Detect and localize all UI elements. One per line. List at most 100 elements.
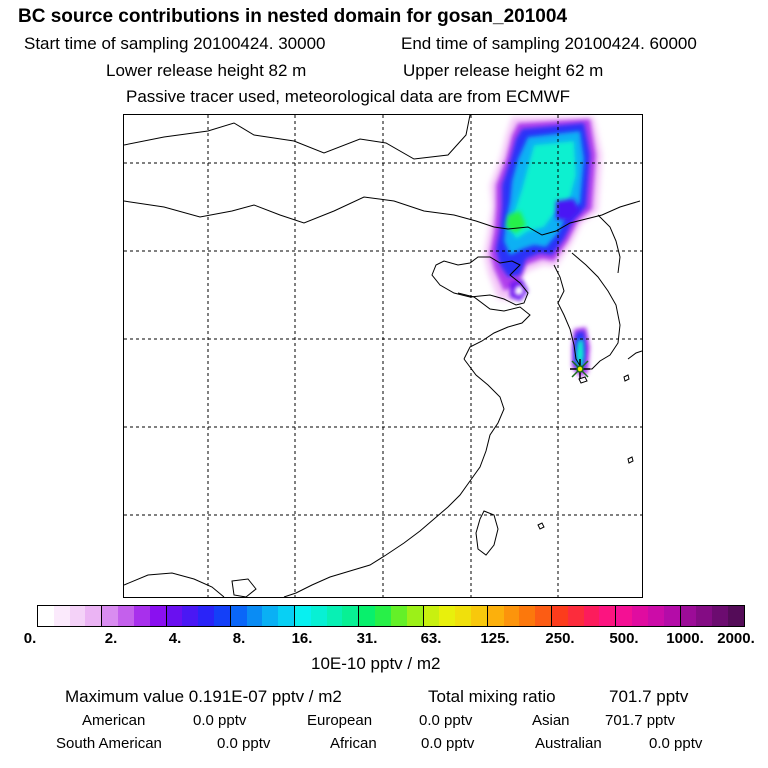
color-swatch [470, 606, 488, 626]
color-swatch [406, 606, 424, 626]
concentration-plume-north [484, 117, 602, 301]
region-value: 0.0 pptv [649, 735, 703, 752]
end-time-label: End time of sampling 20100424. 60000 [401, 34, 697, 53]
china-korea-border [493, 200, 641, 236]
bohai-coast [431, 256, 529, 306]
color-swatch [295, 606, 311, 626]
start-time-label: Start time of sampling 20100424. 30000 [24, 34, 326, 53]
color-swatch [342, 606, 360, 626]
color-swatch [133, 606, 150, 626]
color-swatch [246, 606, 263, 626]
color-swatch [359, 606, 376, 626]
color-swatch [632, 606, 648, 626]
color-swatch [102, 606, 119, 626]
color-swatch [680, 606, 697, 626]
colorbar-tick-label: 125. [480, 630, 510, 647]
upper-release-height-label: Upper release height 62 m [403, 61, 604, 80]
colorbar-unit-label: 10E-10 pptv / m2 [311, 654, 441, 673]
color-swatch [423, 606, 440, 626]
lower-release-height-label: Lower release height 82 m [106, 61, 307, 80]
color-swatch [198, 606, 214, 626]
color-swatch [552, 606, 568, 626]
color-swatch [455, 606, 471, 626]
region-name: Australian [535, 735, 602, 752]
total-mixing-ratio-label: Total mixing ratio [428, 687, 556, 706]
jeju-island [578, 376, 588, 384]
color-swatch [390, 606, 407, 626]
japan-kyushu [627, 350, 643, 360]
color-swatch [727, 606, 744, 626]
islet-1 [623, 374, 630, 382]
colorbar-tick-label: 2. [104, 630, 118, 647]
color-swatch [85, 606, 103, 626]
color-swatch [647, 606, 664, 626]
region-name: European [307, 712, 373, 729]
region-value: 0.0 pptv [217, 735, 271, 752]
color-swatch [53, 606, 70, 626]
color-swatch [487, 606, 504, 626]
color-swatch [149, 606, 167, 626]
colorbar-tick-label: 31. [356, 630, 378, 647]
colorbar-tick-label: 0. [23, 630, 37, 647]
map-canvas [123, 114, 643, 598]
taiwan [475, 510, 499, 556]
color-swatch [262, 606, 279, 626]
map-panel [123, 114, 643, 598]
region-value: 0.0 pptv [421, 735, 475, 752]
region-value: 0.0 pptv [193, 712, 247, 729]
maximum-value-label: Maximum value 0.191E-07 pptv / m2 [65, 687, 342, 706]
colorbar-tick-label: 4. [168, 630, 182, 647]
color-swatch [69, 606, 86, 626]
region-name: American [82, 712, 146, 729]
colorbar-tick-label: 500. [609, 630, 639, 647]
color-swatch [535, 606, 552, 626]
colorbar-tick-label: 16. [291, 630, 313, 647]
inner-border [123, 196, 495, 228]
china-east-coast [283, 358, 505, 598]
color-swatch [616, 606, 633, 626]
color-swatch [166, 606, 183, 626]
korea-east-coast [597, 214, 621, 274]
color-swatch [230, 606, 247, 626]
region-name: Asian [532, 712, 570, 729]
colorbar-tick-label: 1000. [666, 630, 704, 647]
color-swatch [567, 606, 584, 626]
hainan [231, 578, 257, 598]
color-swatch [326, 606, 343, 626]
colorbar-tick-label: 63. [420, 630, 442, 647]
color-swatch [712, 606, 728, 626]
color-swatch [310, 606, 327, 626]
tracer-note: Passive tracer used, meteorological data… [126, 87, 571, 106]
total-mixing-ratio-value: 701.7 pptv [609, 687, 689, 706]
color-swatch [519, 606, 536, 626]
colorbar-tick-label: 250. [545, 630, 575, 647]
vietnam-coast [123, 572, 225, 598]
color-swatch [696, 606, 713, 626]
color-swatch [439, 606, 456, 626]
color-swatch [278, 606, 295, 626]
region-name: South American [56, 735, 162, 752]
color-swatch [583, 606, 600, 626]
color-swatch [503, 606, 520, 626]
region-value: 0.0 pptv [419, 712, 473, 729]
shandong-coast [457, 292, 531, 360]
map-title: BC source contributions in nested domain… [18, 6, 568, 27]
islet-3 [537, 522, 545, 530]
colorbar-tick-label: 8. [232, 630, 246, 647]
color-swatch [182, 606, 199, 626]
color-swatch [38, 606, 54, 626]
region-value: 701.7 pptv [605, 712, 676, 729]
islet-2 [627, 456, 634, 464]
mongolia-border [123, 114, 471, 160]
color-swatch [375, 606, 391, 626]
color-swatch [599, 606, 617, 626]
color-swatch [118, 606, 134, 626]
color-swatch [213, 606, 231, 626]
receptor-star-marker [570, 359, 590, 379]
graticule [124, 115, 642, 597]
colorbar-tick-label: 2000. [717, 630, 755, 647]
color-scale-bar [37, 605, 745, 627]
color-swatch [663, 606, 681, 626]
region-name: African [330, 735, 377, 752]
